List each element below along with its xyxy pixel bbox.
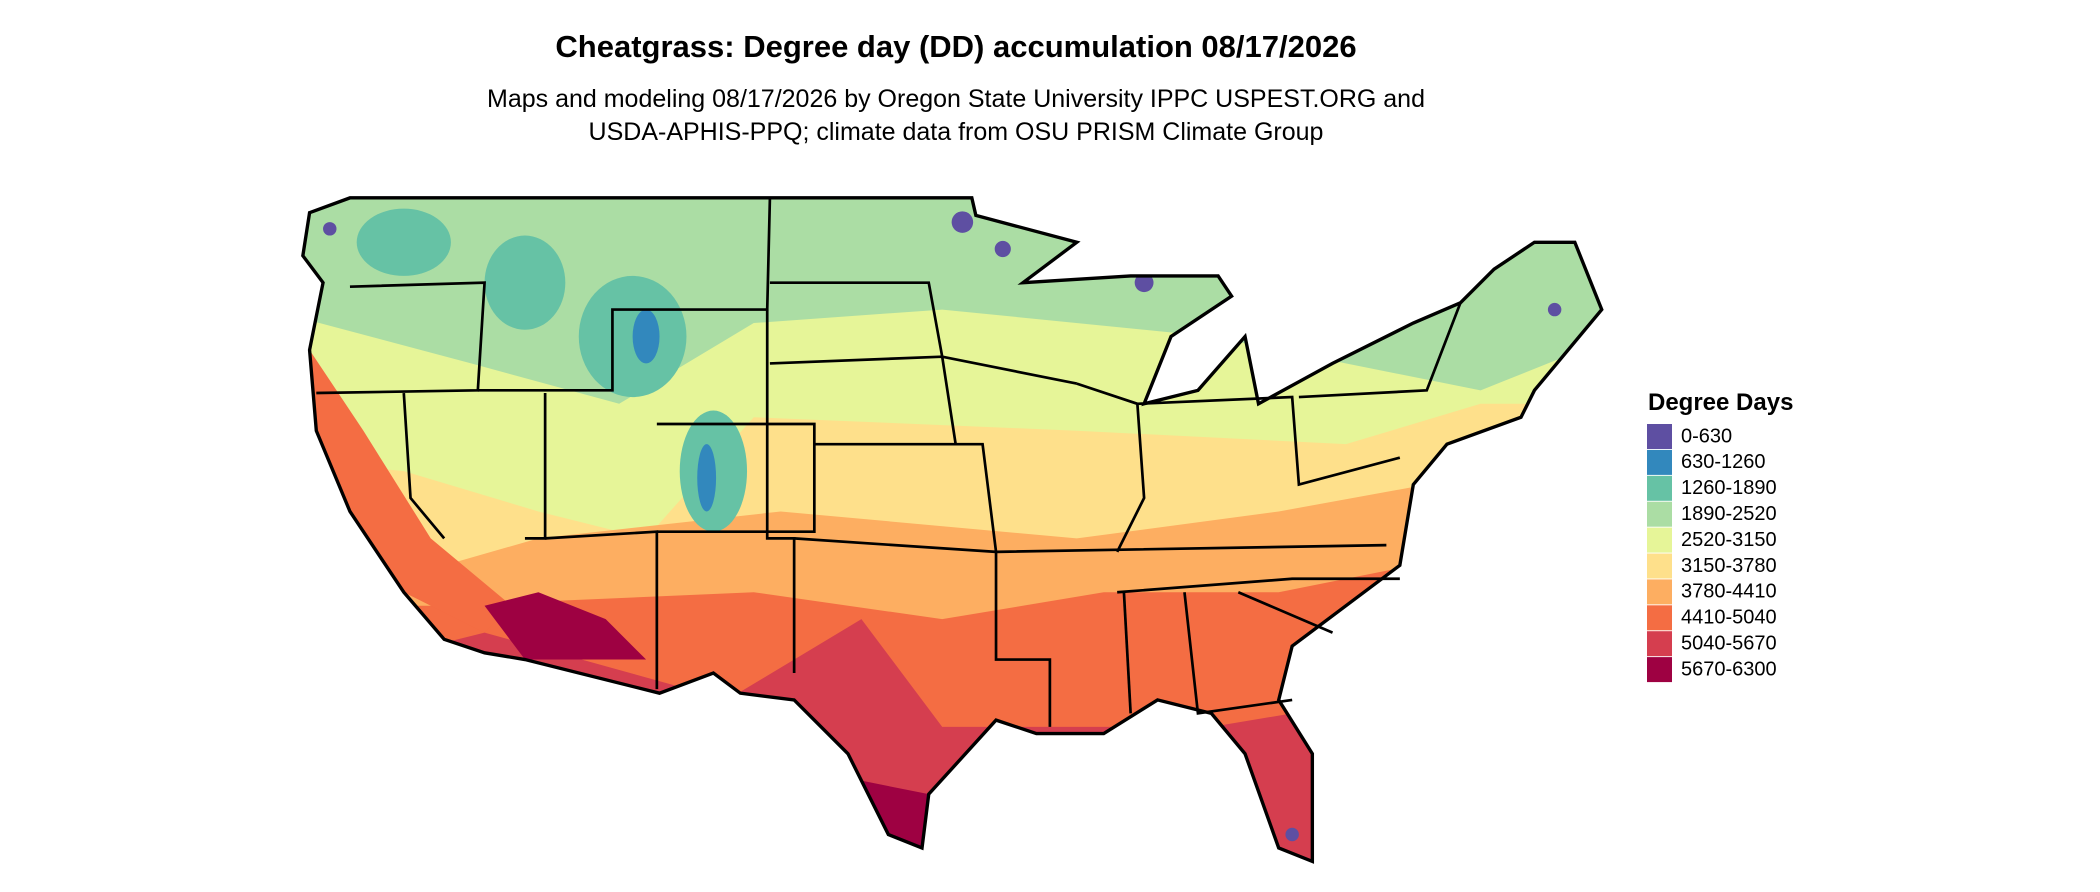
- legend-label: 1890-2520: [1681, 503, 1777, 525]
- legend: 0-630 630-1260 1260-1890 1890-2520 2520-3150…: [1647, 424, 1777, 683]
- legend-swatch: [1647, 657, 1672, 683]
- legend-label: 1260-1890: [1681, 477, 1777, 499]
- legend-label: 2520-3150: [1681, 529, 1777, 551]
- title: Cheatgrass: Degree day (DD) accumulation…: [555, 29, 1356, 64]
- legend-swatch: [1647, 527, 1672, 553]
- map: [301, 196, 1604, 864]
- legend-swatch: [1647, 579, 1672, 605]
- legend-label: 5040-5670: [1681, 632, 1777, 654]
- legend-swatch: [1647, 605, 1672, 631]
- subtitle-line: USDA-APHIS-PPQ; climate data from OSU PR…: [589, 118, 1324, 146]
- legend-label: 5670-6300: [1681, 658, 1777, 680]
- legend-swatch: [1647, 553, 1672, 579]
- legend-swatch: [1647, 631, 1672, 657]
- legend-swatch: [1647, 501, 1672, 527]
- legend-title: Degree Days: [1648, 389, 1793, 416]
- legend-label: 630-1260: [1681, 451, 1766, 473]
- legend-swatch: [1647, 449, 1672, 475]
- subtitle-line: Maps and modeling 08/17/2026 by Oregon S…: [487, 85, 1425, 113]
- legend-label: 3780-4410: [1681, 581, 1777, 603]
- legend-label: 4410-5040: [1681, 607, 1777, 629]
- legend-swatch: [1647, 475, 1672, 501]
- legend-swatch: [1647, 424, 1672, 449]
- legend-label: 3150-3780: [1681, 555, 1777, 577]
- legend-label: 0-630: [1681, 425, 1732, 447]
